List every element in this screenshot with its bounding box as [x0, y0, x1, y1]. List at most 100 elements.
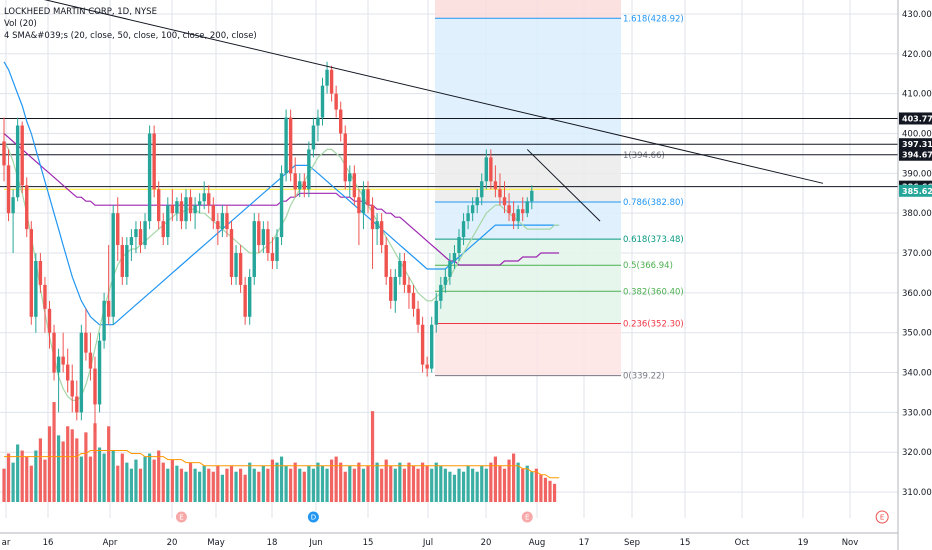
- volume-indicator-label[interactable]: Vol (20): [4, 19, 37, 29]
- candle-body[interactable]: [393, 276, 397, 301]
- candle-body[interactable]: [157, 189, 161, 222]
- candle-body[interactable]: [307, 149, 311, 190]
- candle-body[interactable]: [170, 205, 175, 214]
- candle-body[interactable]: [420, 324, 425, 365]
- candle-body[interactable]: [52, 332, 56, 373]
- candle-body[interactable]: [334, 93, 338, 110]
- candle-body[interactable]: [361, 189, 366, 214]
- candle-body[interactable]: [25, 185, 29, 230]
- candle-body[interactable]: [193, 205, 197, 214]
- candle-body[interactable]: [184, 197, 188, 222]
- candle-body[interactable]: [15, 125, 20, 198]
- candle-body[interactable]: [70, 380, 74, 397]
- candle-body[interactable]: [252, 221, 256, 277]
- candle-body[interactable]: [29, 229, 33, 317]
- candle-body[interactable]: [211, 205, 215, 222]
- earnings-marker[interactable]: [875, 510, 889, 524]
- candle-body[interactable]: [97, 340, 102, 405]
- trend-line[interactable]: [526, 149, 601, 222]
- candle-body[interactable]: [516, 209, 520, 222]
- candle-body[interactable]: [443, 276, 448, 285]
- candle-body[interactable]: [316, 117, 320, 126]
- candle-body[interactable]: [125, 245, 129, 277]
- candle-body[interactable]: [288, 117, 293, 174]
- candle-body[interactable]: [407, 284, 411, 293]
- candle-body[interactable]: [266, 229, 270, 254]
- candle-body[interactable]: [461, 221, 466, 238]
- candle-body[interactable]: [416, 308, 420, 325]
- candle-body[interactable]: [229, 229, 234, 277]
- candle-body[interactable]: [75, 396, 79, 413]
- candle-body[interactable]: [20, 125, 24, 186]
- earnings-marker[interactable]: [520, 510, 534, 524]
- candle-body[interactable]: [207, 193, 211, 206]
- candle-body[interactable]: [298, 181, 302, 190]
- candle-body[interactable]: [257, 221, 261, 246]
- candle-body[interactable]: [379, 221, 384, 246]
- candle-body[interactable]: [197, 201, 202, 206]
- candle-body[interactable]: [6, 165, 11, 214]
- dividend-marker[interactable]: [306, 510, 320, 524]
- candle-body[interactable]: [325, 69, 329, 86]
- candle-body[interactable]: [56, 356, 61, 373]
- candle-body[interactable]: [320, 85, 325, 118]
- candle-body[interactable]: [38, 260, 43, 285]
- earnings-marker[interactable]: [174, 510, 188, 524]
- candle-body[interactable]: [138, 229, 143, 246]
- candle-body[interactable]: [343, 133, 347, 182]
- candle-body[interactable]: [43, 284, 47, 309]
- candle-body[interactable]: [439, 284, 443, 301]
- candle-body[interactable]: [88, 352, 93, 369]
- candle-body[interactable]: [66, 364, 70, 381]
- candle-body[interactable]: [270, 253, 275, 261]
- candle-body[interactable]: [47, 308, 52, 333]
- trend-line[interactable]: [4, 0, 824, 184]
- candle-body[interactable]: [521, 209, 525, 214]
- candle-body[interactable]: [293, 173, 297, 190]
- candle-body[interactable]: [411, 292, 416, 309]
- candle-body[interactable]: [220, 213, 225, 230]
- candle-body[interactable]: [2, 141, 6, 166]
- candle-body[interactable]: [238, 253, 243, 285]
- candle-body[interactable]: [466, 213, 470, 222]
- candle-body[interactable]: [102, 300, 106, 341]
- candle-body[interactable]: [470, 205, 475, 214]
- candle-body[interactable]: [129, 237, 134, 246]
- candle-body[interactable]: [475, 197, 479, 206]
- candle-body[interactable]: [243, 284, 247, 317]
- candle-body[interactable]: [375, 221, 379, 230]
- candle-body[interactable]: [248, 276, 252, 317]
- candle-body[interactable]: [530, 190, 534, 202]
- candle-body[interactable]: [493, 181, 498, 190]
- candle-body[interactable]: [384, 245, 388, 277]
- candle-body[interactable]: [511, 213, 516, 222]
- candle-body[interactable]: [370, 205, 375, 230]
- candle-body[interactable]: [480, 181, 484, 198]
- candle-body[interactable]: [398, 260, 402, 277]
- candle-body[interactable]: [106, 300, 111, 317]
- sma-indicator-label[interactable]: 4 SMA&#039;s (20, close, 50, close, 100,…: [4, 31, 257, 41]
- candle-body[interactable]: [261, 229, 266, 246]
- candle-body[interactable]: [275, 237, 279, 261]
- candle-body[interactable]: [452, 253, 457, 261]
- candle-body[interactable]: [498, 189, 502, 198]
- candle-body[interactable]: [84, 332, 88, 353]
- candle-body[interactable]: [152, 133, 156, 190]
- candle-body[interactable]: [161, 221, 165, 238]
- candle-body[interactable]: [311, 125, 316, 150]
- candle-body[interactable]: [284, 117, 288, 174]
- candle-body[interactable]: [166, 205, 170, 238]
- candle-body[interactable]: [79, 332, 84, 413]
- candle-body[interactable]: [34, 260, 38, 317]
- candle-body[interactable]: [116, 213, 120, 246]
- candle-body[interactable]: [175, 201, 179, 214]
- candle-body[interactable]: [134, 229, 138, 238]
- candle-body[interactable]: [188, 197, 193, 214]
- candle-body[interactable]: [279, 173, 284, 238]
- candle-body[interactable]: [352, 173, 357, 198]
- candle-body[interactable]: [147, 133, 152, 222]
- candle-body[interactable]: [61, 356, 65, 365]
- candle-body[interactable]: [143, 221, 147, 246]
- candle-body[interactable]: [430, 324, 434, 369]
